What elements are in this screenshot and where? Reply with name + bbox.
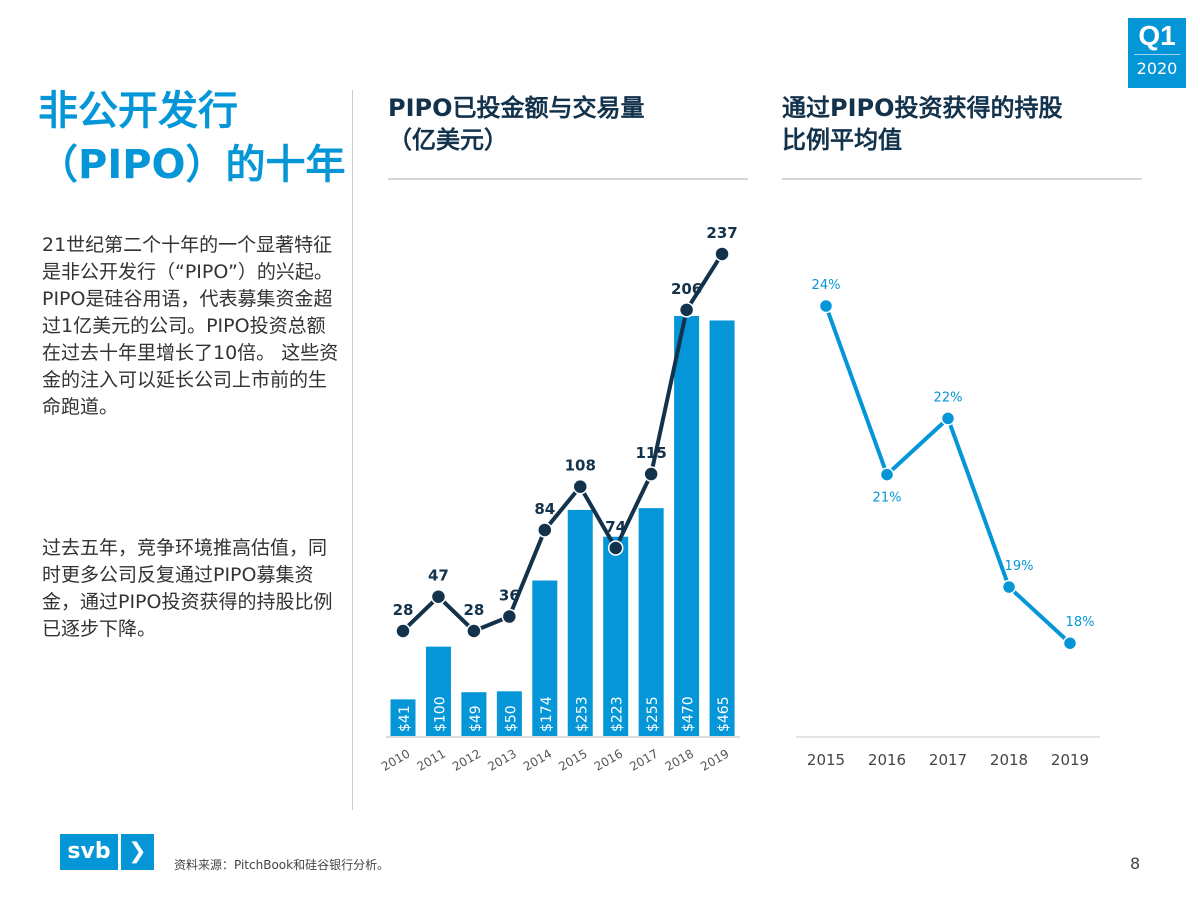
bar-label-2017: $255 — [645, 696, 661, 732]
bar-2011 — [425, 646, 451, 736]
volume-point-2014 — [537, 522, 553, 538]
bar-label-2010: $41 — [397, 705, 413, 732]
bar-label-2013: $50 — [503, 705, 519, 732]
bar-2019 — [709, 320, 735, 736]
x-tick-2018: 2018 — [663, 746, 696, 773]
bar-2010 — [390, 699, 416, 736]
volume-label-2013: 36 — [499, 587, 520, 605]
page-title: 非公开发行 （PIPO）的十年 — [38, 84, 346, 192]
bar-2017 — [638, 508, 664, 736]
badge-divider — [1134, 54, 1180, 55]
bar-2018 — [674, 316, 700, 736]
chart1-header: PIPO已投金额与交易量 （亿美元） — [388, 92, 748, 180]
quarter-badge: Q1 2020 — [1128, 18, 1186, 88]
x-tick-2015: 2015 — [556, 746, 589, 773]
x-tick-2010: 2010 — [379, 746, 412, 773]
bar-2015 — [567, 509, 593, 736]
stake-point-2016 — [879, 467, 895, 482]
volume-point-2015 — [572, 478, 588, 495]
chart2-rule — [782, 178, 1142, 180]
chevron-right-icon: ❯ — [121, 834, 154, 870]
body-paragraph-1: 21世纪第二个十年的一个显著特征是非公开发行（“PIPO”）的兴起。PIPO是硅… — [42, 234, 339, 418]
stake-point-2015 — [818, 298, 834, 314]
bar-2012 — [461, 692, 487, 736]
volume-label-2017: 115 — [635, 444, 666, 462]
page-title-line2: （PIPO）的十年 — [38, 142, 346, 188]
bar-2013 — [496, 691, 522, 736]
volume-label-2010: 28 — [393, 601, 414, 619]
stake-point-2017 — [940, 411, 956, 426]
bar-label-2015: $253 — [574, 696, 590, 732]
chart2-title-line1: 通过PIPO投资获得的持股 — [782, 94, 1063, 122]
stake-label-2016: 21% — [873, 491, 902, 506]
x-tick-2017: 2017 — [627, 746, 660, 773]
x-tick-2014: 2014 — [521, 746, 554, 773]
x-tick-2015: 2015 — [807, 751, 845, 769]
volume-label-2018: 206 — [671, 280, 702, 298]
volume-point-2011 — [430, 588, 447, 605]
x-tick-2011: 2011 — [414, 746, 447, 773]
bar-label-2014: $174 — [539, 696, 555, 732]
chart1-title-line1: PIPO已投金额与交易量 — [388, 94, 645, 122]
chart2-title-line2: 比例平均值 — [782, 126, 902, 154]
volume-point-2013 — [501, 608, 518, 625]
stake-point-2018 — [1001, 579, 1017, 595]
bar-label-2019: $465 — [716, 696, 732, 732]
x-tick-2016: 2016 — [592, 746, 625, 773]
stake-label-2019: 18% — [1066, 615, 1095, 630]
volume-label-2016: 74 — [605, 518, 626, 536]
bar-label-2018: $470 — [681, 696, 697, 732]
volume-label-2019: 237 — [706, 224, 737, 242]
volume-point-2016 — [607, 540, 624, 556]
svb-logo: svb ❯ — [60, 834, 154, 870]
bar-label-2011: $100 — [432, 696, 448, 732]
column-divider — [352, 90, 353, 810]
x-tick-2019: 2019 — [698, 746, 731, 773]
volume-point-2010 — [395, 623, 411, 639]
source-note: 资料来源：PitchBook和硅谷银行分析。 — [174, 858, 390, 872]
volume-point-2018 — [678, 302, 695, 318]
badge-year: 2020 — [1136, 59, 1178, 78]
chart1-title: PIPO已投金额与交易量 （亿美元） — [388, 92, 748, 156]
page-title-line1: 非公开发行 — [38, 88, 238, 134]
volume-point-2012 — [466, 623, 482, 639]
stake-label-2018: 19% — [1005, 559, 1034, 574]
x-tick-2016: 2016 — [868, 751, 906, 769]
volume-point-2017 — [643, 466, 659, 482]
volume-label-2012: 28 — [463, 601, 484, 619]
volume-label-2014: 84 — [534, 500, 555, 518]
badge-quarter: Q1 — [1138, 20, 1176, 51]
page-number: 8 — [1130, 854, 1141, 873]
volume-line — [401, 252, 724, 634]
bar-label-2016: $223 — [610, 696, 626, 732]
chart1-rule — [388, 178, 748, 180]
body-paragraph-2: 过去五年，竞争环境推高估值，同时更多公司反复通过PIPO募集资金，通过PIPO投… — [42, 537, 333, 640]
bar-2016 — [603, 536, 629, 736]
volume-label-2015: 108 — [565, 457, 596, 475]
x-tick-2018: 2018 — [990, 751, 1028, 769]
x-tick-2013: 2013 — [485, 746, 518, 773]
stake-label-2017: 22% — [934, 390, 963, 405]
volume-label-2011: 47 — [428, 567, 449, 585]
chart2-title: 通过PIPO投资获得的持股 比例平均值 — [782, 92, 1142, 156]
volume-point-2019 — [714, 246, 730, 262]
logo-text: svb — [60, 834, 118, 870]
bar-label-2012: $49 — [468, 705, 484, 732]
stake-label-2015: 24% — [812, 278, 841, 293]
chart1-title-line2: （亿美元） — [388, 126, 508, 154]
stake-line — [824, 305, 1072, 645]
stake-point-2019 — [1062, 635, 1078, 651]
bar-2014 — [532, 580, 558, 736]
x-tick-2012: 2012 — [450, 746, 483, 773]
x-tick-2017: 2017 — [929, 751, 967, 769]
x-tick-2019: 2019 — [1051, 751, 1089, 769]
chart2-header: 通过PIPO投资获得的持股 比例平均值 — [782, 92, 1142, 180]
